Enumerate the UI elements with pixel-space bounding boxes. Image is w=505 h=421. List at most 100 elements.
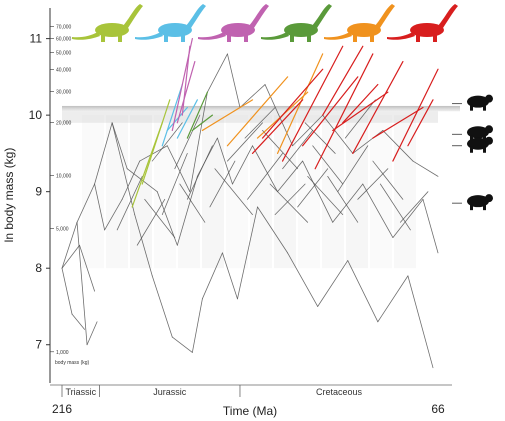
phylo-branch	[171, 336, 193, 353]
phylo-branch	[277, 160, 304, 193]
phylo-branch	[307, 175, 344, 216]
phylo-branch	[161, 153, 188, 216]
phylo-branch	[76, 183, 95, 223]
x-start-label: 216	[52, 402, 72, 416]
phylo-branch	[189, 91, 208, 193]
phylo-branch	[281, 45, 344, 162]
phylo-branch	[226, 76, 289, 147]
phylo-branch	[314, 53, 374, 170]
phylo-branch	[161, 83, 183, 147]
phylo-branch	[392, 198, 424, 238]
phylo-branch	[322, 45, 364, 116]
phylo-branch	[344, 99, 376, 139]
phylo-branch	[392, 68, 439, 162]
phylo-branch	[61, 244, 80, 269]
phylo-branch	[304, 122, 336, 154]
phylo-branch	[144, 198, 176, 238]
y-tick-label: 11	[30, 32, 43, 46]
period-label: Jurassic	[153, 387, 187, 397]
phylo-branch	[282, 130, 314, 170]
y-tick-label: 7	[35, 338, 42, 352]
reference-silhouettes	[452, 94, 493, 211]
phylogeny-segments	[61, 38, 439, 369]
phylo-branch	[276, 53, 324, 155]
phylo-branch	[274, 183, 306, 216]
y-tick-label: 8	[35, 261, 42, 275]
phylo-branch	[407, 99, 434, 147]
phylo-branch	[166, 106, 188, 132]
hadrosaur-silhouette-icon	[467, 136, 493, 153]
kg-tick-label: 60,000	[56, 36, 72, 42]
phylo-branch	[214, 168, 253, 216]
phylo-branch	[332, 91, 389, 132]
phylo-branch	[382, 130, 414, 162]
phylo-branch	[71, 313, 85, 330]
kg-scale: 1,000 5,000 10,000 20,000 30,000 40,000 50,000…	[50, 25, 72, 356]
phylo-branch	[94, 122, 113, 185]
phylo-branch	[151, 122, 183, 162]
phylo-branch	[191, 114, 213, 132]
phylo-branch	[79, 244, 95, 292]
phylo-branch	[217, 137, 233, 185]
indricotherium-silhouette-icon	[467, 125, 493, 142]
phylo-branch	[151, 275, 173, 338]
phylo-branch	[297, 168, 329, 208]
phylo-branch	[322, 114, 354, 154]
titanosaur-silhouette-icon	[324, 4, 395, 42]
phylo-branch	[201, 99, 254, 132]
kg-tick-label: 30,000	[56, 89, 72, 95]
phylo-branch	[261, 68, 324, 139]
phylo-branch	[186, 91, 208, 139]
phylo-branch	[412, 160, 439, 177]
phylo-branch	[174, 114, 201, 170]
phylo-branch	[176, 99, 198, 139]
phylo-branch	[247, 153, 283, 200]
phylo-branch	[347, 260, 379, 323]
phylo-branch	[111, 122, 128, 170]
phylo-branch	[186, 145, 213, 200]
mammoth-silhouette-icon	[467, 94, 493, 111]
period-bar: Triassic Jurassic Cretaceous	[50, 384, 452, 397]
phylo-branch	[342, 83, 379, 124]
phylo-branch	[239, 84, 266, 108]
phylo-branch	[377, 275, 409, 323]
phylo-branch	[76, 221, 88, 346]
phylo-branch	[269, 183, 309, 223]
brachiosaur-silhouette-icon	[72, 4, 143, 42]
phylo-branch	[372, 106, 424, 139]
phylo-branch	[352, 130, 384, 154]
theropod-silhouette-icon	[467, 194, 493, 211]
phylo-branch	[104, 198, 123, 231]
phylo-branch	[292, 114, 324, 147]
phylo-branch	[399, 191, 429, 223]
phylo-branch	[201, 252, 223, 300]
reference-band-fade	[62, 111, 438, 123]
phylo-branch	[141, 99, 171, 185]
phylo-branch	[312, 145, 344, 185]
kg-tick-label: 10,000	[56, 174, 72, 180]
phylo-branch	[362, 183, 394, 238]
phylo-branch	[422, 198, 439, 254]
phylo-branch	[181, 45, 191, 116]
y-ticks: 7 8 9 10 11	[29, 32, 50, 352]
mamenchisaur-silhouette-icon	[198, 4, 269, 42]
phylo-branch	[191, 298, 203, 353]
period-label: Triassic	[65, 387, 96, 397]
phylo-branch	[379, 183, 411, 231]
phylo-branch	[222, 252, 238, 300]
phylo-branch	[61, 221, 78, 269]
phylo-branch	[232, 145, 253, 185]
phylo-branch	[136, 198, 166, 246]
phylo-branch	[327, 175, 359, 223]
giant-titanosaur-silhouette-icon	[387, 4, 458, 42]
phylo-branch	[116, 175, 143, 231]
phylo-branch	[61, 267, 73, 315]
phylo-branch	[257, 206, 289, 254]
shade-column	[82, 115, 104, 268]
phylo-branch	[332, 183, 364, 223]
shade-column	[202, 115, 224, 268]
camarasaur-silhouette-icon	[261, 4, 332, 42]
phylo-branch	[237, 206, 258, 300]
y-tick-label: 10	[29, 108, 43, 122]
phylo-branch	[264, 84, 294, 147]
